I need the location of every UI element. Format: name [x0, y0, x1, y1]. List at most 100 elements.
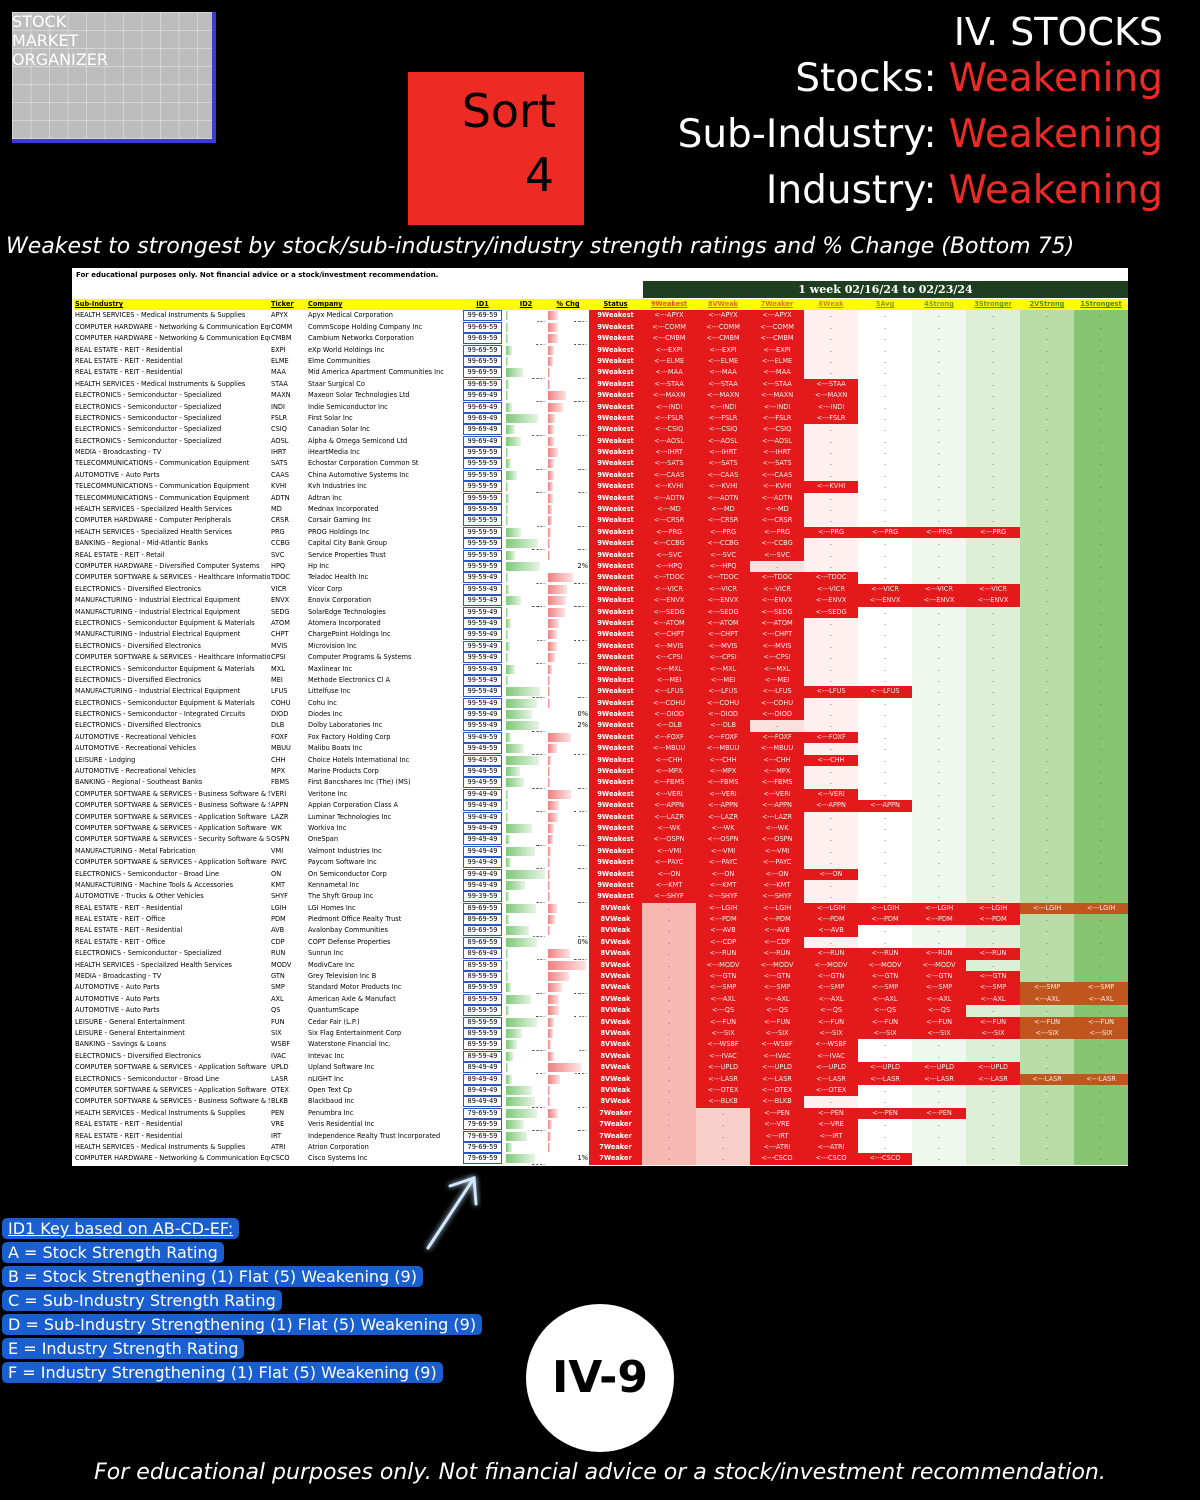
change-cell: -26%: [547, 971, 589, 982]
data-bar: [548, 596, 566, 606]
strength-cell: .: [642, 1005, 696, 1017]
id2-cell: 11%: [505, 402, 547, 413]
status-cell: 9Weakest: [589, 731, 642, 744]
ticker: MXL: [271, 664, 285, 673]
change-cell: 0%: [547, 709, 589, 720]
id2-cell: 32%: [505, 1119, 547, 1131]
change-value: -1%: [575, 389, 588, 390]
sub-industry: MANUFACTURING - Metal Fabrication: [75, 846, 196, 855]
change-cell: -4%: [547, 1039, 589, 1051]
company: Microvision Inc: [308, 641, 357, 650]
strength-cell: .: [966, 481, 1020, 493]
sub-industry: AUTOMOTIVE - Recreational Vehicles: [75, 732, 196, 741]
status-cell: 9Weakest: [589, 595, 642, 607]
id1-value: 99-59-49: [462, 617, 503, 629]
data-bar: [506, 448, 508, 458]
strength-cell: .: [750, 720, 804, 732]
id1-cell: 99-59-59: [460, 515, 505, 527]
change-cell: -1%: [547, 1096, 589, 1108]
strength-cell: .: [642, 993, 696, 1006]
strength-cell: .: [1074, 743, 1128, 755]
status-cell: 9Weakest: [589, 355, 642, 368]
change-value: 2%: [577, 721, 588, 730]
strength-cell: .: [804, 469, 858, 482]
company: Intevac Inc: [308, 1051, 345, 1060]
strength-cell: .: [1020, 845, 1074, 858]
id2-value: 5%: [536, 389, 546, 390]
strength-cell: <---KMT: [696, 879, 750, 892]
company: Choice Hotels International Inc: [308, 755, 410, 764]
strength-cell: <---PRG: [966, 526, 1020, 539]
strength-cell: .: [1074, 925, 1128, 937]
data-bar: [506, 732, 511, 742]
status-cell: 8VWeak: [589, 1016, 642, 1028]
sub-industry: TELECOMMUNICATIONS - Communication Equip…: [75, 459, 250, 468]
strength-cell: .: [858, 868, 912, 880]
change-value: -3%: [575, 685, 588, 686]
strength-cell: .: [912, 321, 966, 334]
data-bar: [548, 334, 558, 344]
strength-cell: .: [858, 504, 912, 516]
strength-cell: <---CMBM: [642, 333, 696, 345]
table-grid: Sub-Industry Ticker Company ID1 ID2% Chg Stat…: [74, 299, 1128, 1165]
id1-cell: 99-59-59: [460, 526, 505, 538]
status-cell: 9Weakest: [589, 663, 642, 675]
strength-cell: .: [804, 458, 858, 470]
company: Teladoc Health Inc: [308, 573, 369, 582]
data-bar: [548, 892, 550, 902]
strength-cell: <---SATS: [642, 458, 696, 470]
id1-cell: 99-69-49: [460, 424, 505, 436]
data-bar: [506, 482, 508, 492]
strength-cell: <---DIOD: [750, 709, 804, 721]
id2-cell: 16%: [505, 550, 547, 561]
ticker: COHU: [271, 698, 291, 707]
change-value: -29%: [571, 742, 588, 743]
strength-cell: <---FSLR: [642, 412, 696, 425]
strength-cell: <---ATOM: [642, 617, 696, 630]
strength-cell: .: [858, 811, 912, 823]
strength-cell: <---APPN: [696, 800, 750, 812]
strength-cell: .: [1020, 959, 1074, 972]
id2-cell: 29%: [505, 367, 547, 379]
strength-cell: <---PRG: [696, 526, 750, 539]
strength-cell: .: [1020, 595, 1074, 607]
strength-cell: .: [1020, 412, 1074, 425]
strength-cell: .: [966, 800, 1020, 812]
strength-cell: .: [804, 492, 858, 505]
data-bar: [548, 869, 551, 879]
id2-value: 34%: [531, 890, 546, 891]
strength-cell: .: [966, 936, 1020, 949]
strength-cell: .: [966, 367, 1020, 379]
strength-cell: .: [1020, 435, 1074, 448]
data-bar: [548, 550, 550, 560]
status-cell: 9Weakest: [589, 492, 642, 505]
id2-cell: 58%: [505, 755, 547, 766]
header-value: Weakening: [948, 168, 1163, 213]
id2-cell: 20%: [505, 1039, 547, 1051]
company: PROG Holdings Inc: [308, 527, 370, 536]
status-cell: 9Weakest: [589, 469, 642, 482]
change-value: -1%: [575, 1152, 588, 1153]
strength-cell: <---SHYF: [642, 891, 696, 903]
strength-cell: .: [1020, 504, 1074, 516]
company: American Axle & Manufact: [308, 994, 396, 1003]
company: Corsair Gaming Inc: [308, 516, 372, 525]
strength-cell: .: [966, 424, 1020, 436]
id1-value: 99-59-59: [462, 469, 503, 481]
id2-value: 3%: [536, 514, 546, 515]
change-value: -5%: [575, 525, 588, 526]
id2-value: 5%: [536, 503, 546, 504]
id2-value: 6%: [536, 901, 546, 902]
strength-cell: <---TDOC: [642, 572, 696, 584]
sub-industry: ELECTRONICS - Semiconductor - Specialize…: [75, 425, 222, 434]
data-bar: [548, 994, 560, 1004]
data-bar: [548, 425, 555, 435]
strength-cell: <---LFUS: [696, 686, 750, 698]
strength-cell: <---CHPT: [696, 629, 750, 641]
sub-industry: REAL ESTATE - REIT - Residential: [75, 1131, 183, 1140]
status-cell: 9Weakest: [589, 572, 642, 584]
strength-cell: .: [804, 879, 858, 892]
company: nLIGHT Inc: [308, 1074, 344, 1083]
strength-cell: .: [966, 731, 1020, 744]
